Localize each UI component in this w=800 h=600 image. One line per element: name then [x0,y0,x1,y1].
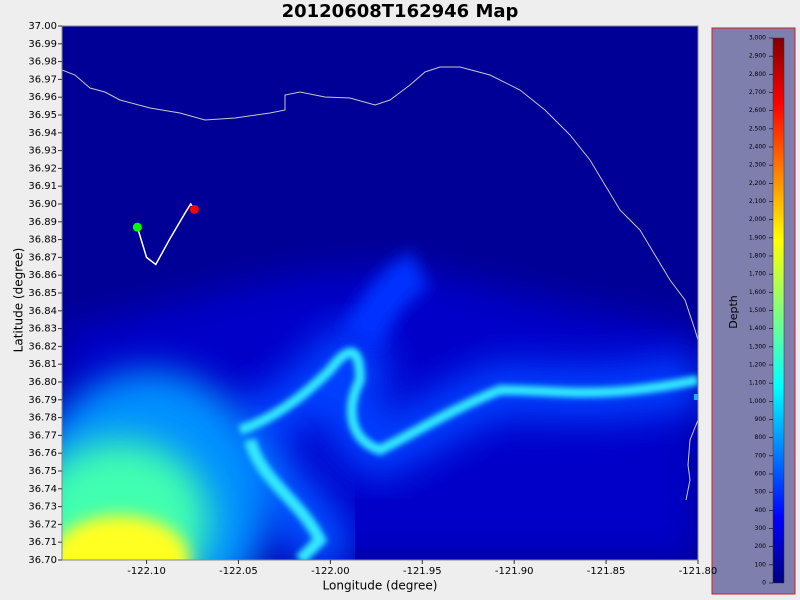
colorbar-tick-label: 1,800 [749,253,766,260]
x-tick-label: -121.95 [403,566,442,577]
x-tick-label: -122.00 [311,566,350,577]
x-tick-label: -122.10 [127,566,166,577]
y-tick-label: 36.76 [28,448,57,459]
y-tick-label: 36.78 [28,413,57,424]
y-tick-label: 36.91 [28,181,57,192]
colorbar [772,37,785,584]
y-tick-label: 36.89 [28,217,57,228]
y-tick-label: 37.00 [28,21,57,32]
x-tick-label: -122.05 [219,566,258,577]
y-tick-label: 36.86 [28,270,57,281]
y-tick-label: 36.95 [28,110,57,121]
y-tick-label: 36.73 [28,502,57,513]
colorbar-tick-label: 2,400 [749,144,766,151]
colorbar-tick-label: 1,500 [749,307,766,314]
colorbar-tick-label: 1,000 [749,398,766,405]
y-tick-label: 36.92 [28,163,57,174]
colorbar-tick-label: 2,800 [749,71,766,78]
colorbar-tick-label: 2,700 [749,89,766,96]
y-axis-label: Latitude (degree) [12,248,26,353]
colorbar-tick-label: 100 [755,561,767,568]
dynamic-layer: -122.10 -122.05 -122.00 -121.95 -121.90 -121.… [28,21,773,587]
colorbar-tick-label: 2,600 [749,107,766,114]
x-axis-label: Longitude (degree) [323,579,438,593]
y-tick-label: 36.79 [28,395,57,406]
x-tick-label: -121.90 [495,566,534,577]
colorbar-tick-label: 2,000 [749,216,766,223]
x-tick-label: -121.85 [587,566,626,577]
x-tick-label: -121.80 [679,566,718,577]
colorbar-tick-label: 1,700 [749,271,766,278]
colorbar-tick-label: 1,600 [749,289,766,296]
colorbar-tick-label: 2,900 [749,53,766,60]
colorbar-tick-label: 200 [755,543,767,550]
y-tick-label: 36.96 [28,92,57,103]
y-tick-label: 36.82 [28,341,57,352]
y-tick-label: 36.98 [28,57,57,68]
y-tick-label: 36.83 [28,324,57,335]
y-tick-label: 36.72 [28,519,57,530]
colorbar-tick-label: 900 [755,416,767,423]
y-tick-label: 36.93 [28,146,57,157]
colorbar-tick-label: 1,200 [749,362,766,369]
colorbar-tick-label: 400 [755,507,767,514]
bathymetry [62,26,698,560]
colorbar-tick-label: 500 [755,489,767,496]
colorbar-tick-label: 800 [755,434,767,441]
colorbar-label: Depth [727,295,740,329]
start-point [132,222,142,232]
colorbar-tick-label: 1,900 [749,234,766,241]
colorbar-tick-label: 2,300 [749,162,766,169]
y-tick-label: 36.77 [28,430,57,441]
y-tick-label: 36.74 [28,484,57,495]
colorbar-tick-label: 1,100 [749,380,766,387]
colorbar-tick-label: 600 [755,471,767,478]
y-tick-label: 36.81 [28,359,57,370]
y-tick-label: 36.70 [28,555,57,566]
y-tick-label: 36.99 [28,39,57,50]
colorbar-tick-label: 2,500 [749,125,766,132]
map-title: 20120608T162946 Map [282,1,519,22]
y-tick-label: 36.94 [28,128,57,139]
end-point [189,204,199,214]
y-tick-label: 36.75 [28,466,57,477]
colorbar-tick-label: 3,000 [749,35,766,42]
y-tick-label: 36.97 [28,74,57,85]
y-tick-label: 36.71 [28,537,57,548]
colorbar-tick-label: 1,300 [749,343,766,350]
colorbar-tick-label: 700 [755,452,767,459]
colorbar-tick-label: 2,200 [749,180,766,187]
colorbar-tick-label: 300 [755,525,767,532]
y-tick-label: 36.84 [28,306,57,317]
y-tick-label: 36.90 [28,199,57,210]
track [136,202,195,266]
y-tick-label: 36.87 [28,252,57,263]
colorbar-tick-label: 0 [762,580,766,587]
y-tick-label: 36.80 [28,377,57,388]
y-tick-label: 36.85 [28,288,57,299]
y-tick-label: 36.88 [28,235,57,246]
colorbar-tick-label: 1,400 [749,325,766,332]
colorbar-tick-label: 2,100 [749,198,766,205]
